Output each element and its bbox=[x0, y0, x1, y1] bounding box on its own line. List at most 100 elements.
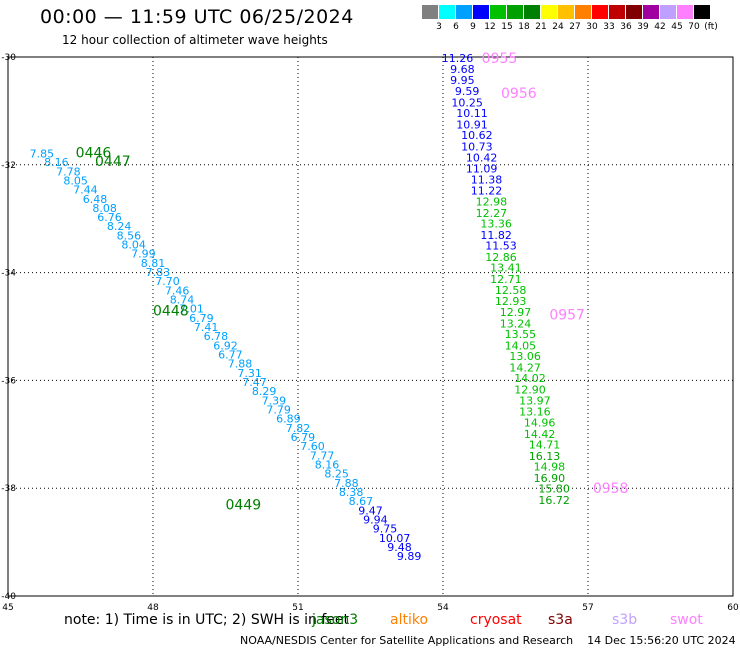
pass-time-label: 0447 bbox=[95, 154, 131, 170]
color-swatch bbox=[558, 5, 575, 19]
satellite-s3a: s3a bbox=[548, 612, 573, 628]
satellite-swot: swot bbox=[670, 612, 703, 628]
color-scale-label: 9 bbox=[470, 22, 476, 32]
x-tick-label: 57 bbox=[582, 603, 593, 613]
pass-time-label: 0955 bbox=[482, 51, 518, 67]
pass-time-label: 0957 bbox=[549, 308, 585, 324]
y-tick-label: -36 bbox=[1, 376, 16, 386]
wave-height-value: 6.92 bbox=[213, 339, 238, 352]
wave-height-value: 7.77 bbox=[310, 449, 335, 462]
wave-height-value: 14.98 bbox=[534, 461, 566, 474]
wave-height-value: 11.38 bbox=[471, 173, 503, 186]
wave-height-value: 10.91 bbox=[456, 118, 488, 131]
satellite-jason3: jason3 bbox=[312, 612, 359, 628]
color-swatch bbox=[524, 5, 541, 19]
color-scale-label: 18 bbox=[518, 22, 530, 32]
wave-height-value: 7.70 bbox=[155, 275, 180, 288]
wave-height-value: 13.06 bbox=[509, 350, 541, 363]
wave-height-value: 13.24 bbox=[500, 317, 532, 330]
wave-height-value: 7.41 bbox=[194, 321, 219, 334]
wave-height-value: 8.16 bbox=[44, 156, 69, 169]
wave-height-value: 7.44 bbox=[73, 184, 98, 197]
wave-height-value: 8.04 bbox=[121, 239, 146, 252]
color-swatch bbox=[473, 5, 490, 19]
color-swatch bbox=[439, 5, 456, 19]
wave-height-value: 7.99 bbox=[131, 248, 156, 261]
color-swatch bbox=[643, 5, 660, 19]
page-title: 00:00 — 11:59 UTC 06/25/2024 bbox=[40, 6, 354, 28]
wave-height-value: 6.89 bbox=[276, 413, 301, 426]
wave-height-value: 12.90 bbox=[514, 384, 546, 397]
y-tick-label: -40 bbox=[1, 592, 16, 602]
wave-height-value: 7.60 bbox=[300, 440, 325, 453]
color-scale-label: 6 bbox=[453, 22, 459, 32]
pass-time-label: 0958 bbox=[593, 481, 629, 497]
wave-height-value: 12.27 bbox=[476, 207, 508, 220]
color-swatch bbox=[422, 5, 439, 19]
wave-height-value: 13.36 bbox=[480, 218, 512, 231]
wave-height-value: 8.74 bbox=[170, 294, 195, 307]
wave-height-value: 12.97 bbox=[500, 306, 532, 319]
wave-height-value: 6.79 bbox=[291, 431, 316, 444]
wave-height-value: 13.55 bbox=[505, 328, 537, 341]
satellite-s3b: s3b bbox=[612, 612, 638, 628]
wave-height-value: 12.58 bbox=[495, 284, 527, 297]
wave-height-value: 16.13 bbox=[529, 450, 561, 463]
color-swatch bbox=[626, 5, 643, 19]
wave-height-value: 9.59 bbox=[455, 85, 480, 98]
x-tick-label: 54 bbox=[437, 603, 449, 613]
pass-time-label: 0446 bbox=[76, 145, 112, 161]
color-scale-label: 36 bbox=[620, 22, 632, 32]
wave-height-value: 10.07 bbox=[379, 532, 411, 545]
wave-height-value: 14.42 bbox=[524, 428, 556, 441]
wave-height-value: 9.75 bbox=[373, 523, 398, 536]
wave-height-value: 7.39 bbox=[262, 394, 287, 407]
color-scale-label: 24 bbox=[552, 22, 564, 32]
wave-height-value: 6.79 bbox=[189, 312, 214, 325]
wave-height-value: 11.53 bbox=[485, 240, 517, 253]
wave-height-value: 14.27 bbox=[509, 361, 541, 374]
wave-height-value: 7.85 bbox=[30, 147, 55, 160]
color-scale-label: 3 bbox=[436, 22, 442, 32]
wave-height-value: 7.88 bbox=[228, 358, 253, 371]
x-tick-label: 51 bbox=[292, 603, 303, 613]
wave-height-value: 14.05 bbox=[505, 339, 537, 352]
color-swatch bbox=[694, 5, 711, 19]
wave-height-value: 9.68 bbox=[450, 63, 475, 76]
wave-height-value: 15.80 bbox=[538, 483, 570, 496]
y-tick-label: -34 bbox=[1, 269, 16, 279]
x-tick-label: 48 bbox=[147, 603, 159, 613]
wave-height-value: 8.29 bbox=[252, 385, 277, 398]
wave-height-value: 14.71 bbox=[529, 439, 561, 452]
wave-height-value: 7.88 bbox=[334, 477, 359, 490]
wave-height-value: 16.90 bbox=[534, 472, 566, 485]
wave-height-value: 6.48 bbox=[83, 193, 108, 206]
wave-height-value: 7.46 bbox=[165, 284, 190, 297]
wave-height-value: 8.56 bbox=[117, 229, 142, 242]
color-swatch bbox=[660, 5, 677, 19]
wave-height-value: 8.08 bbox=[92, 202, 117, 215]
wave-height-value: 10.42 bbox=[466, 151, 498, 164]
color-scale-label: 30 bbox=[586, 22, 598, 32]
color-swatch bbox=[541, 5, 558, 19]
wave-height-value: 13.41 bbox=[490, 262, 522, 275]
wave-height-value: 8.05 bbox=[63, 174, 88, 187]
footer-credit: NOAA/NESDIS Center for Satellite Applica… bbox=[240, 634, 736, 647]
wave-height-value: 12.93 bbox=[495, 295, 527, 308]
page-subtitle: 12 hour collection of altimeter wave hei… bbox=[62, 33, 328, 47]
wave-height-value: 11.09 bbox=[466, 163, 498, 176]
color-scale-label: (ft) bbox=[704, 22, 718, 32]
wave-height-value: 8.16 bbox=[315, 458, 340, 471]
color-swatch bbox=[609, 5, 626, 19]
wave-height-value: 14.02 bbox=[514, 372, 546, 385]
pass-time-label: 0448 bbox=[153, 303, 189, 319]
wave-height-value: 11.82 bbox=[480, 229, 512, 242]
wave-height-value: 6.77 bbox=[218, 349, 243, 362]
color-swatch bbox=[456, 5, 473, 19]
wave-height-value: 7.82 bbox=[286, 422, 311, 435]
color-swatch bbox=[575, 5, 592, 19]
wave-height-value: 10.62 bbox=[461, 129, 493, 142]
wave-height-value: 12.71 bbox=[490, 273, 522, 286]
wave-height-value: 6.78 bbox=[204, 330, 229, 343]
